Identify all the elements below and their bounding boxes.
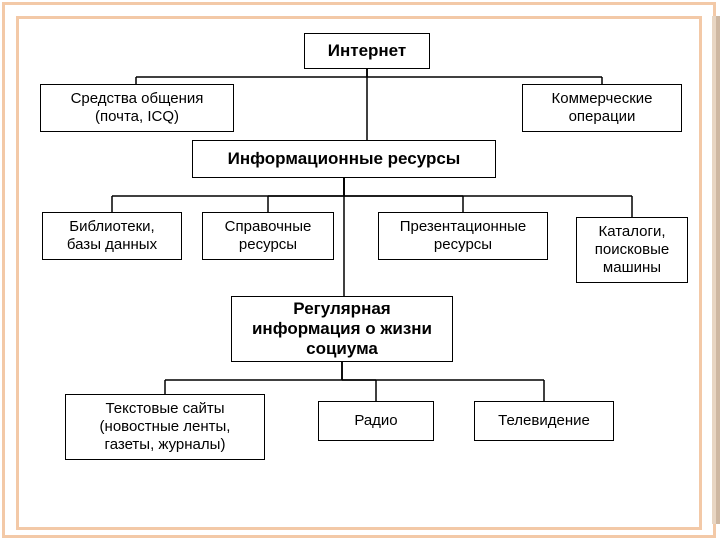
node-label: Библиотеки, базы данных xyxy=(51,218,173,253)
node-label: Каталоги, поисковые машины xyxy=(585,223,679,276)
node-radio: Радио xyxy=(318,401,434,441)
node-label: Регулярная информация о жизни социума xyxy=(240,299,444,359)
shadow-right-outer xyxy=(716,16,720,524)
node-label: Коммерческие операции xyxy=(531,90,673,125)
node-presentation: Презентационные ресурсы xyxy=(378,212,548,260)
shadow-right-mid xyxy=(712,16,716,524)
node-label: Радио xyxy=(354,412,397,430)
node-internet: Интернет xyxy=(304,33,430,69)
node-commerce: Коммерческие операции xyxy=(522,84,682,132)
node-info-resources: Информационные ресурсы xyxy=(192,140,496,178)
node-label: Текстовые сайты (новостные ленты, газеты… xyxy=(74,400,256,453)
node-catalogs: Каталоги, поисковые машины xyxy=(576,217,688,283)
node-label: Телевидение xyxy=(498,412,590,430)
diagram-stage: Интернет Средства общения (почта, ICQ) К… xyxy=(0,0,720,540)
node-libraries: Библиотеки, базы данных xyxy=(42,212,182,260)
node-regular-info: Регулярная информация о жизни социума xyxy=(231,296,453,362)
node-label: Презентационные ресурсы xyxy=(387,218,539,253)
node-label: Интернет xyxy=(328,41,406,61)
node-label: Справочные ресурсы xyxy=(211,218,325,253)
node-references: Справочные ресурсы xyxy=(202,212,334,260)
node-label: Информационные ресурсы xyxy=(228,149,461,169)
node-comm-means: Средства общения (почта, ICQ) xyxy=(40,84,234,132)
node-text-sites: Текстовые сайты (новостные ленты, газеты… xyxy=(65,394,265,460)
node-tv: Телевидение xyxy=(474,401,614,441)
node-label: Средства общения (почта, ICQ) xyxy=(49,90,225,125)
